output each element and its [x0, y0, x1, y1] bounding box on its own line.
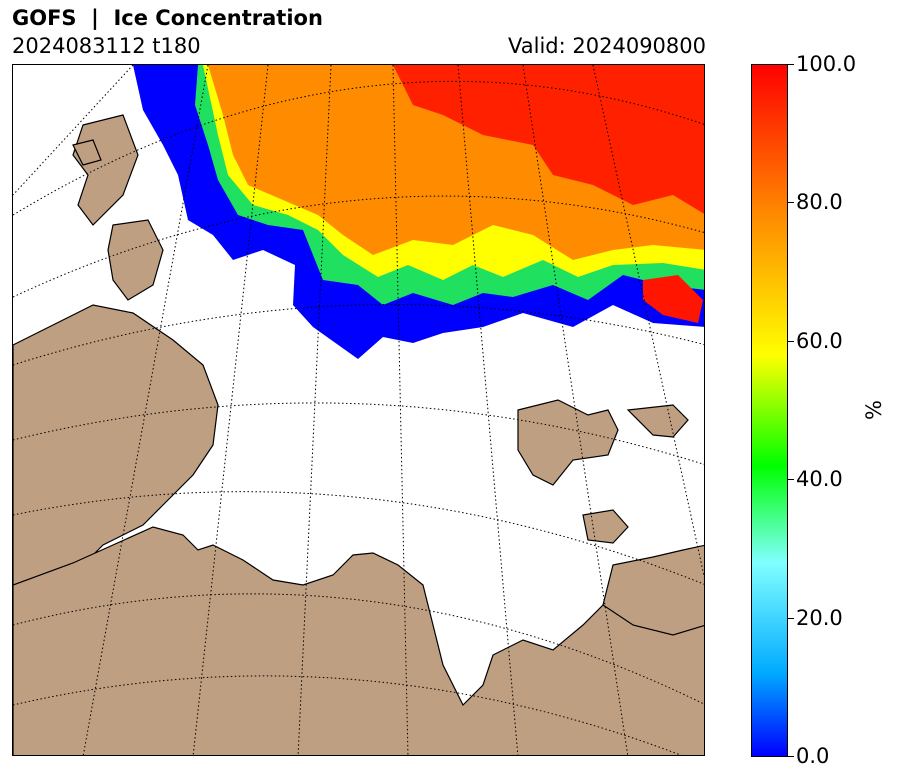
- land-novaya-zemlya-islet: [626, 404, 689, 438]
- chart-title: GOFS | Ice Concentration: [12, 6, 323, 30]
- map-panel[interactable]: [12, 64, 705, 756]
- run-label: 2024083112 t180: [12, 34, 201, 58]
- colorbar-tick-label: 100.0: [796, 52, 857, 76]
- colorbar-tick: [788, 202, 794, 204]
- colorbar-gradient: [752, 65, 787, 756]
- ice-high-spot: [643, 275, 703, 323]
- map-canvas: [13, 65, 704, 755]
- valid-time-label: Valid: 2024090800: [508, 34, 706, 58]
- land-franz-josef-north: [72, 139, 102, 166]
- land-novaya-zemlya-north: [517, 399, 619, 486]
- colorbar-tick-label: 60.0: [796, 328, 843, 353]
- land-svalbard: [72, 114, 139, 226]
- colorbar-tick-label: 40.0: [796, 467, 843, 492]
- land-nordaustlandet: [107, 219, 164, 301]
- colorbar: [751, 64, 788, 757]
- colorbar-tick-label: 0.0: [796, 744, 830, 768]
- land-vaygach: [582, 509, 629, 544]
- colorbar-tick: [788, 340, 794, 342]
- colorbar-tick-label: 20.0: [796, 605, 843, 630]
- graticule: [13, 65, 704, 755]
- colorbar-tick: [788, 64, 794, 65]
- colorbar-tick: [788, 617, 794, 619]
- land-yamal-east: [602, 544, 704, 636]
- colorbar-tick-label: 80.0: [796, 190, 843, 215]
- land-russia-mainland: [13, 526, 704, 755]
- colorbar-tick: [788, 756, 794, 757]
- colorbar-tick: [788, 479, 794, 481]
- colorbar-label: %: [861, 400, 886, 420]
